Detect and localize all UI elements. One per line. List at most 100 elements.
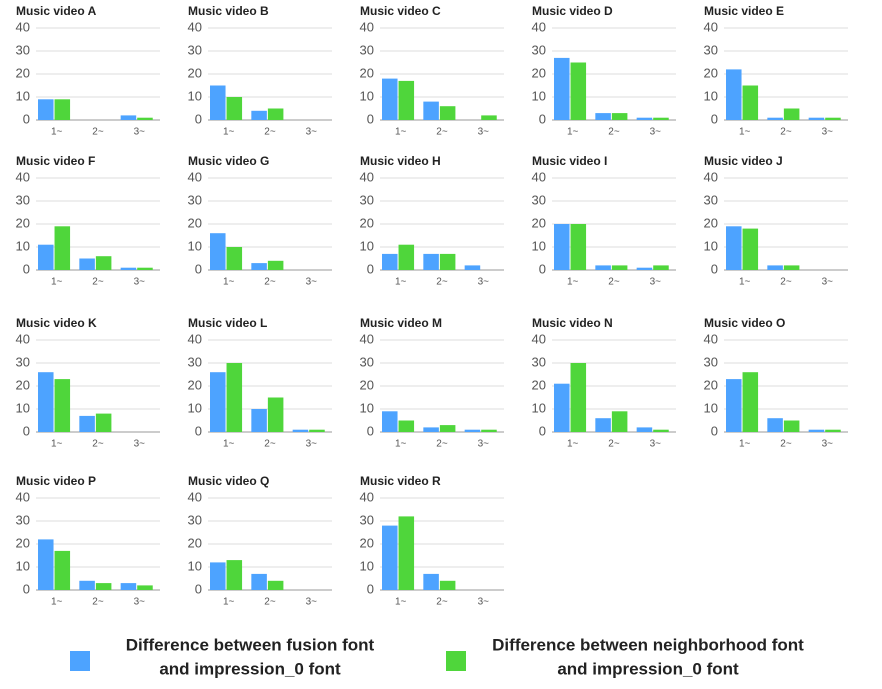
y-tick-label: 40 [704, 19, 718, 34]
bar [464, 265, 481, 270]
bar [137, 267, 153, 270]
panel-title: Music video M [360, 316, 442, 330]
bar [423, 101, 439, 120]
bar [611, 265, 628, 270]
bar [570, 224, 587, 270]
x-tick-label: 2~ [436, 597, 448, 608]
y-tick-label: 20 [532, 377, 546, 392]
x-tick-label: 3~ [478, 597, 490, 608]
bar [267, 108, 284, 120]
x-tick-label: 2~ [436, 277, 448, 288]
y-tick-label: 30 [16, 512, 30, 527]
y-tick-label: 0 [195, 111, 202, 126]
y-tick-label: 10 [704, 238, 718, 253]
y-tick-label: 10 [16, 88, 30, 103]
y-tick-label: 40 [188, 19, 202, 34]
bar [423, 573, 439, 590]
y-tick-label: 20 [360, 65, 374, 80]
y-tick-label: 30 [360, 512, 374, 527]
y-tick-label: 30 [360, 354, 374, 369]
y-tick-label: 40 [16, 489, 30, 504]
x-tick-label: 1~ [51, 597, 63, 608]
x-tick-label: 1~ [223, 597, 235, 608]
bar [226, 97, 243, 120]
bar [398, 420, 415, 432]
bar [251, 573, 267, 590]
bar [210, 372, 226, 432]
y-tick-label: 10 [16, 558, 30, 573]
x-tick-label: 2~ [92, 277, 104, 288]
x-tick-label: 2~ [92, 439, 104, 450]
x-tick-label: 2~ [436, 127, 448, 138]
y-tick-label: 40 [704, 331, 718, 346]
y-tick-label: 10 [532, 88, 546, 103]
panel-title: Music video L [188, 316, 267, 330]
y-tick-label: 10 [360, 558, 374, 573]
bar [382, 525, 398, 590]
y-tick-label: 20 [360, 377, 374, 392]
y-tick-label: 0 [23, 111, 30, 126]
bar [481, 115, 497, 120]
x-tick-label: 3~ [306, 127, 318, 138]
x-tick-label: 3~ [134, 439, 146, 450]
x-tick-label: 2~ [264, 127, 276, 138]
x-tick-label: 1~ [51, 439, 63, 450]
y-tick-label: 20 [188, 535, 202, 550]
x-tick-label: 3~ [134, 127, 146, 138]
bar [309, 429, 325, 432]
panel-title: Music video H [360, 154, 441, 168]
bar [481, 429, 497, 432]
y-tick-label: 40 [16, 19, 30, 34]
x-tick-label: 1~ [223, 277, 235, 288]
panel-title: Music video B [188, 4, 269, 18]
bar [825, 117, 841, 120]
bar [611, 411, 628, 432]
y-tick-label: 0 [539, 423, 546, 438]
bar [210, 233, 226, 270]
y-tick-label: 30 [16, 354, 30, 369]
panel-title: Music video D [532, 4, 613, 18]
x-tick-label: 2~ [780, 277, 792, 288]
y-tick-label: 20 [16, 215, 30, 230]
y-tick-label: 0 [711, 261, 718, 276]
y-tick-label: 40 [16, 169, 30, 184]
x-tick-label: 2~ [264, 439, 276, 450]
y-tick-label: 30 [188, 354, 202, 369]
panel-title: Music video O [704, 316, 785, 330]
bar [742, 85, 759, 120]
x-tick-label: 3~ [306, 277, 318, 288]
bar [267, 260, 284, 270]
bar [653, 265, 669, 270]
bar [808, 429, 825, 432]
bar [767, 117, 783, 120]
x-tick-label: 3~ [134, 597, 146, 608]
bar [54, 550, 71, 590]
bar [783, 420, 800, 432]
x-tick-label: 3~ [306, 439, 318, 450]
bar [137, 117, 153, 120]
y-tick-label: 20 [188, 215, 202, 230]
x-tick-label: 1~ [223, 127, 235, 138]
x-tick-label: 3~ [478, 127, 490, 138]
x-tick-label: 3~ [650, 277, 662, 288]
x-tick-label: 1~ [739, 127, 751, 138]
y-tick-label: 30 [532, 354, 546, 369]
y-tick-label: 0 [367, 111, 374, 126]
y-tick-label: 40 [16, 331, 30, 346]
y-tick-label: 0 [23, 423, 30, 438]
bar [595, 265, 611, 270]
y-tick-label: 40 [360, 19, 374, 34]
x-tick-label: 3~ [306, 597, 318, 608]
bar [120, 267, 137, 270]
x-tick-label: 2~ [264, 597, 276, 608]
y-tick-label: 30 [704, 192, 718, 207]
x-tick-label: 2~ [780, 127, 792, 138]
panel-title: Music video N [532, 316, 613, 330]
y-tick-label: 30 [704, 354, 718, 369]
bar [79, 258, 95, 270]
y-tick-label: 40 [188, 489, 202, 504]
x-tick-label: 3~ [650, 439, 662, 450]
bar [95, 413, 112, 432]
x-tick-label: 3~ [822, 439, 834, 450]
